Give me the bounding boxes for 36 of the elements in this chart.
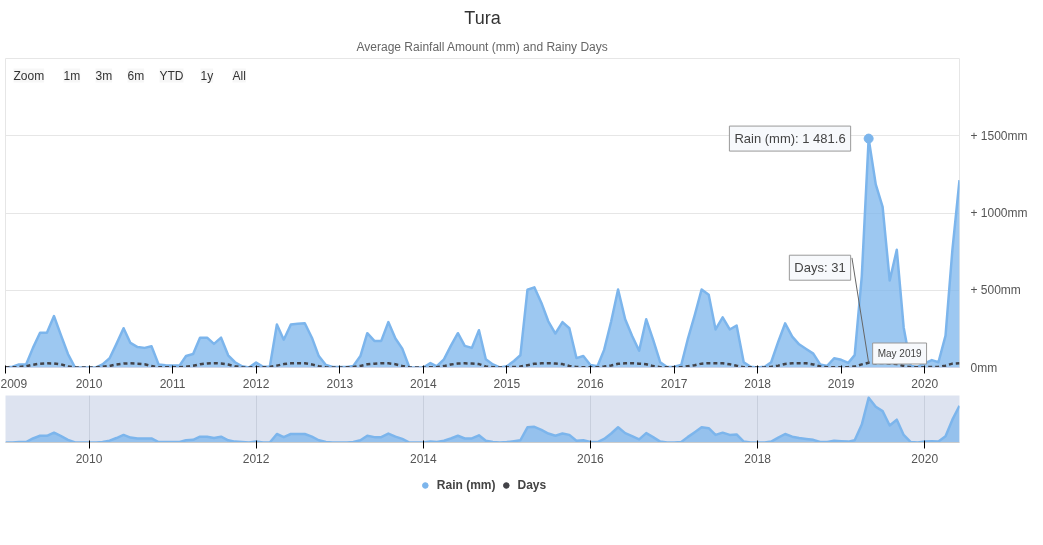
- x-tick-label: 2012: [242, 376, 270, 391]
- annotation: All: [232, 68, 246, 83]
- chart-subtitle: Average Rainfall Amount (mm) and Rainy Days: [356, 39, 608, 54]
- x-tick-label: 2019: [827, 376, 855, 391]
- x-tick-label: 2013: [326, 376, 354, 391]
- x-tick-label: 2018: [744, 376, 772, 391]
- x-tick-label: 2009: [0, 376, 28, 391]
- x-tick-label: 2020: [911, 376, 939, 391]
- legend-label: Days: [517, 478, 547, 492]
- x-tick-label: 2010: [75, 376, 103, 391]
- annotation: 1y: [200, 68, 214, 83]
- annotation: 1m: [63, 68, 81, 83]
- x-tick-label: 2010: [75, 451, 103, 466]
- x-tick-label: 2011: [159, 376, 186, 391]
- x-tick-label: 2016: [577, 451, 605, 466]
- annotation: YTD: [159, 68, 184, 83]
- legend-label: Rain (mm): [436, 478, 496, 492]
- x-tick-label: 2020: [911, 451, 939, 466]
- y-tick-label: 0mm: [970, 360, 998, 375]
- y-tick-label: + 500mm: [970, 283, 1021, 298]
- x-tick-label: 2018: [744, 451, 772, 466]
- x-tick-label: 2015: [493, 376, 521, 391]
- annotation: May 2019: [877, 348, 923, 359]
- annotation: 3m: [95, 68, 113, 83]
- y-tick-label: + 1000mm: [970, 206, 1028, 220]
- annotation: Days: 31: [794, 260, 846, 276]
- x-tick-label: 2014: [410, 451, 438, 466]
- annotation: Zoom: [13, 68, 45, 83]
- x-tick-label: 2016: [577, 376, 605, 391]
- x-tick-label: 2017: [660, 376, 688, 391]
- chart-title: Tura: [464, 7, 502, 28]
- annotation: Rain (mm): 1 481.6: [734, 131, 846, 147]
- x-tick-label: 2014: [410, 376, 438, 391]
- annotation: 6m: [127, 68, 145, 83]
- y-tick-label: + 1500mm: [970, 128, 1028, 143]
- x-tick-label: 2012: [242, 451, 270, 466]
